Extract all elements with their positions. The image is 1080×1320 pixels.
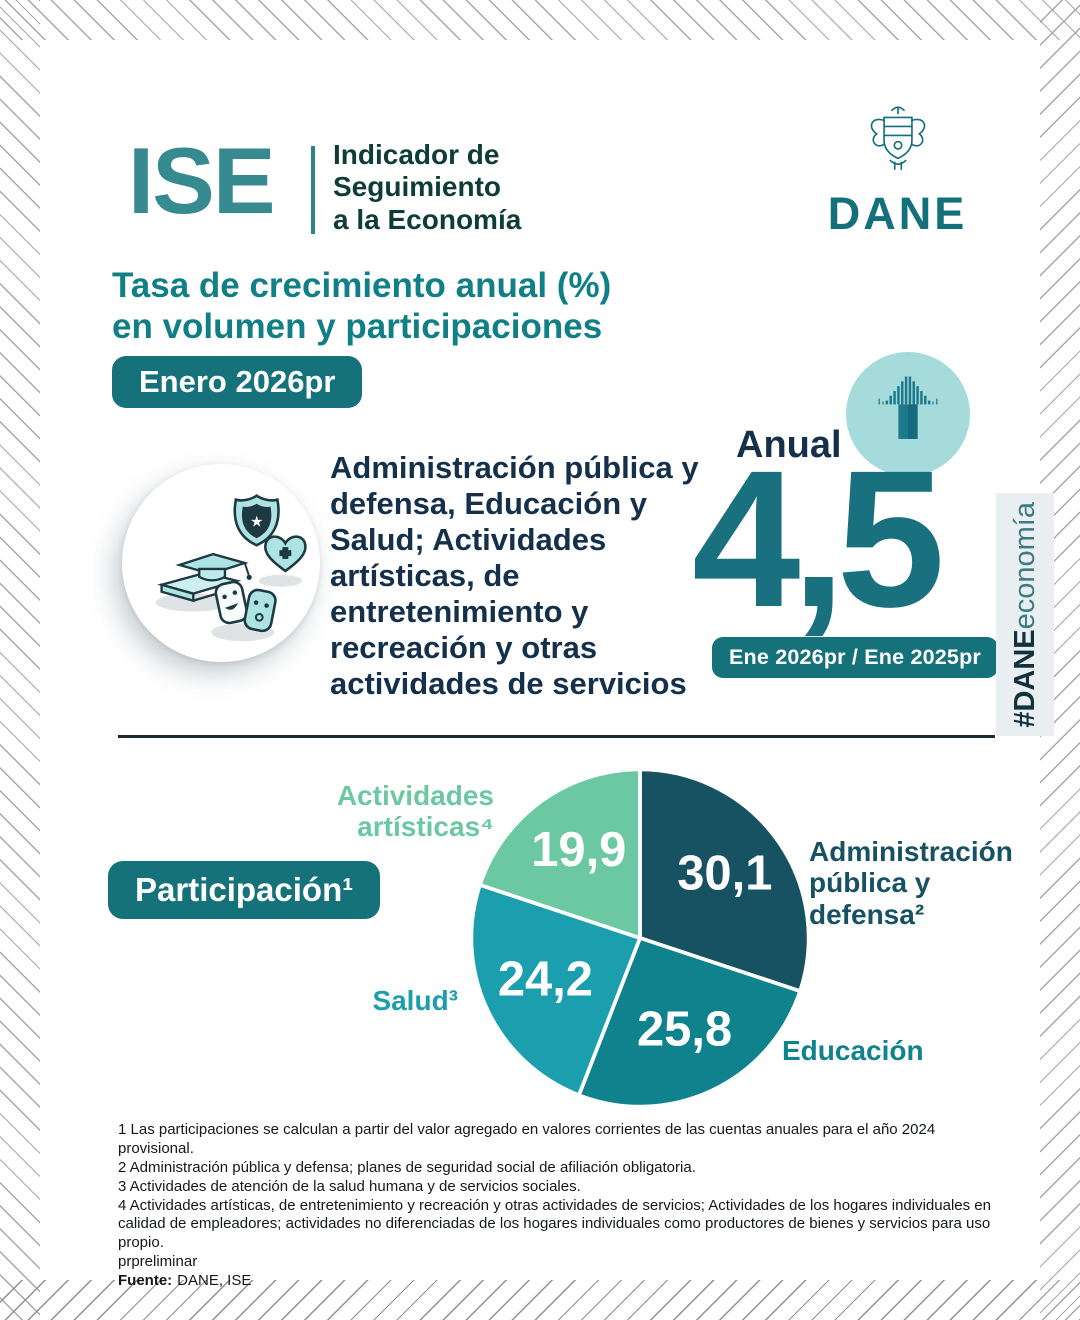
footnote-2: 2 Administración pública y defensa; plan…	[118, 1158, 696, 1176]
pie-slice-1	[577, 936, 802, 1109]
ise-logo-subtitle: Indicador de Seguimiento a la Economía	[333, 139, 521, 236]
pie-slice-value-0: 30,1	[677, 847, 772, 901]
pie-label-administracion-publica: Administración pública y defensa²	[809, 836, 1013, 930]
footnote-preliminar: prpreliminar	[118, 1253, 198, 1271]
growth-arrow-badge	[846, 352, 970, 476]
subtitle-line: Seguimiento	[333, 171, 502, 203]
ise-logo-text: ISE	[128, 128, 276, 233]
tag-regular: economía	[1008, 501, 1041, 630]
subtitle-line: a la Economía	[333, 203, 522, 235]
dane-logo: DANE	[815, 100, 980, 240]
footnote-4: 4 Actividades artísticas, de entretenimi…	[118, 1196, 991, 1252]
pie-slice-value-2: 24,2	[498, 952, 593, 1006]
pie-slice-0	[638, 767, 811, 993]
pie-label-actividades-artisticas: Actividades artísticas⁴	[336, 780, 494, 843]
section-divider	[118, 735, 995, 738]
annual-growth-value: 4,5	[692, 430, 945, 648]
dane-economia-tag: #DANEeconomía	[996, 493, 1054, 736]
period-badge: Enero 2026pr	[112, 356, 363, 408]
comparison-period-badge: Ene 2026pr / Ene 2025pr	[712, 637, 998, 678]
hatch-border-left	[0, 0, 40, 1320]
hatch-border-top	[0, 0, 1080, 40]
pie-slice-3	[478, 767, 642, 940]
pie-slice-value-3: 19,9	[531, 823, 626, 877]
sectors-illustration: ★	[122, 464, 320, 662]
dane-economia-text: #DANEeconomía	[1009, 502, 1042, 728]
footnote-3: 3 Actividades de atención de la salud hu…	[118, 1177, 581, 1195]
tag-bold: #DANE	[1008, 629, 1041, 728]
participation-badge: Participación¹	[108, 861, 381, 919]
logo-divider	[311, 146, 315, 234]
pie-slice-2	[469, 883, 642, 1098]
footnote-1: 1 Las participaciones se calculan a part…	[118, 1121, 936, 1157]
sector-description: Administración pública y defensa, Educac…	[330, 450, 699, 701]
pie-label-salud: Salud³	[372, 985, 458, 1016]
page-title: Tasa de crecimiento anual (%) en volumen…	[112, 266, 611, 348]
participation-pie-chart: 30,1 25,8 24,2 19,9	[469, 767, 811, 1109]
sectors-illustration-icons: ★	[155, 494, 307, 642]
title-line: Tasa de crecimiento anual (%)	[112, 266, 612, 305]
annual-label: Anual	[736, 424, 842, 466]
growth-arrow-icon	[878, 376, 938, 439]
dane-wordmark: DANE	[827, 188, 968, 239]
source-value: DANE, ISE	[177, 1272, 252, 1290]
footnotes: 1 Las participaciones se calculan a part…	[118, 1121, 996, 1291]
source-line: Fuente: DANE, ISE	[118, 1272, 996, 1291]
subtitle-line: Indicador de	[333, 139, 500, 170]
dane-coat-of-arms-icon	[870, 106, 925, 170]
pie-slice-value-1: 25,8	[637, 1003, 732, 1057]
pie-label-educacion: Educación	[782, 1035, 924, 1066]
title-line: en volumen y participaciones	[112, 306, 603, 346]
source-label: Fuente:	[118, 1272, 173, 1290]
svg-text:★: ★	[250, 514, 263, 530]
